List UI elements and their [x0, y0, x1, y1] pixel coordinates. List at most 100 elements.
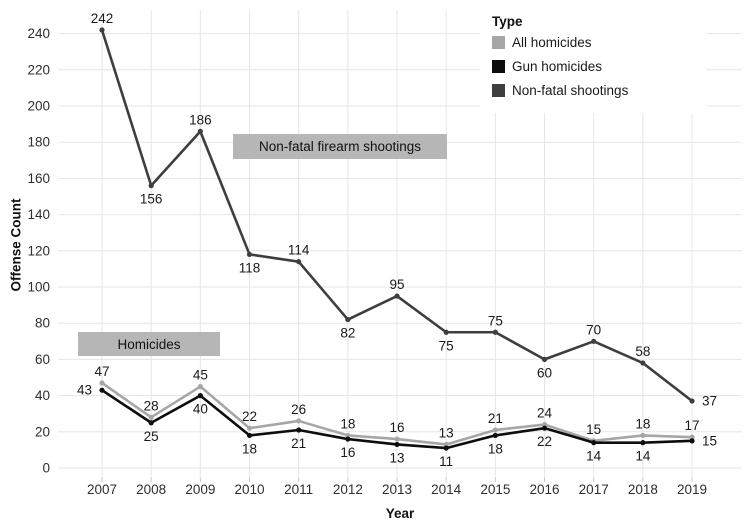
- y-tick-label: 120: [27, 243, 50, 258]
- data-label: 75: [439, 338, 454, 353]
- x-tick-label: 2007: [87, 482, 117, 497]
- data-point: [345, 316, 351, 323]
- data-point: [148, 420, 154, 426]
- legend-item-label: Non-fatal shootings: [512, 83, 629, 98]
- y-tick-label: 200: [27, 99, 50, 114]
- y-tick-label: 80: [35, 316, 50, 331]
- data-label: 47: [94, 364, 109, 379]
- data-point: [246, 251, 253, 258]
- data-point: [246, 432, 253, 439]
- legend: Type All homicides Gun homicides Non-fatal…: [480, 8, 706, 113]
- data-point: [394, 293, 400, 299]
- data-point: [541, 356, 548, 362]
- legend-item-non-fatal-shootings: Non-fatal shootings: [492, 83, 706, 98]
- data-label: 16: [340, 445, 355, 460]
- legend-item-gun-homicides: Gun homicides: [492, 59, 706, 74]
- legend-swatch-icon: [492, 60, 505, 73]
- data-point: [541, 425, 548, 431]
- y-tick-label: 160: [27, 171, 50, 186]
- data-label: 13: [439, 425, 454, 440]
- data-point: [689, 398, 695, 404]
- data-label: 114: [288, 243, 310, 258]
- data-label: 37: [702, 394, 717, 409]
- data-label: 18: [340, 416, 355, 431]
- data-point: [443, 445, 449, 451]
- data-label: 58: [635, 344, 650, 359]
- x-tick-label: 2014: [431, 482, 462, 497]
- annotation-homicides: Homicides: [78, 332, 220, 356]
- data-point: [99, 387, 105, 393]
- legend-item-label: All homicides: [512, 35, 592, 50]
- legend-swatch-icon: [492, 84, 505, 97]
- data-point: [394, 441, 400, 448]
- y-tick-label: 100: [27, 280, 50, 295]
- x-tick-label: 2012: [333, 482, 363, 497]
- data-point: [296, 418, 302, 424]
- x-tick-label: 2018: [628, 482, 658, 497]
- x-tick-label: 2009: [185, 482, 215, 497]
- data-label: 24: [537, 406, 553, 421]
- x-tick-label: 2010: [234, 482, 264, 497]
- data-point: [345, 432, 351, 439]
- data-label: 21: [488, 411, 503, 426]
- x-tick-label: 2011: [284, 482, 313, 497]
- data-point: [443, 441, 449, 448]
- y-tick-label: 220: [27, 62, 50, 77]
- data-label: 15: [586, 422, 601, 437]
- data-point: [640, 440, 646, 446]
- data-point: [591, 440, 597, 446]
- data-point: [492, 427, 498, 433]
- y-axis-title: Offense Count: [8, 198, 24, 292]
- data-point: [443, 329, 449, 335]
- data-point: [492, 329, 498, 335]
- data-point: [345, 436, 351, 442]
- x-axis-title: Year: [385, 506, 415, 521]
- data-label: 43: [77, 383, 92, 398]
- data-label: 22: [242, 409, 257, 424]
- y-tick-label: 140: [27, 207, 50, 222]
- y-tick-label: 40: [35, 388, 50, 403]
- x-tick-label: 2019: [677, 482, 707, 497]
- data-point: [492, 432, 498, 439]
- data-point: [394, 436, 400, 442]
- data-label: 11: [439, 454, 453, 469]
- data-label: 18: [635, 416, 650, 431]
- data-label: 13: [390, 450, 405, 465]
- x-tick-label: 2015: [480, 482, 510, 497]
- data-label: 118: [239, 260, 261, 275]
- data-label: 242: [91, 11, 114, 26]
- y-tick-label: 60: [35, 352, 50, 367]
- data-point: [197, 393, 203, 399]
- data-point: [296, 259, 302, 265]
- annotation-non-fatal-firearm-shootings: Non-fatal firearm shootings: [233, 134, 447, 159]
- data-label: 25: [144, 429, 159, 444]
- data-label: 75: [488, 313, 503, 328]
- data-point: [197, 128, 203, 134]
- data-label: 156: [140, 192, 163, 207]
- data-point: [197, 383, 203, 390]
- data-point: [541, 421, 548, 428]
- legend-item-all-homicides: All homicides: [492, 35, 706, 50]
- data-label: 21: [291, 436, 306, 451]
- y-tick-label: 240: [27, 26, 50, 41]
- data-label: 28: [144, 398, 159, 413]
- legend-title: Type: [492, 14, 523, 29]
- data-label: 17: [685, 418, 700, 433]
- legend-items: All homicides Gun homicides Non-fatal shoo…: [492, 35, 706, 98]
- x-tick-label: 2017: [579, 482, 609, 497]
- data-label: 82: [340, 326, 355, 341]
- data-label: 45: [193, 368, 208, 383]
- data-point: [148, 183, 154, 189]
- legend-swatch-icon: [492, 36, 505, 49]
- y-tick-label: 20: [35, 424, 50, 439]
- x-tick-label: 2016: [530, 482, 560, 497]
- y-tick-label: 180: [27, 135, 50, 150]
- data-label: 60: [537, 365, 552, 380]
- data-label: 16: [390, 420, 405, 435]
- x-tick-label: 2008: [136, 482, 166, 497]
- y-tick-label: 0: [42, 461, 50, 476]
- data-label: 18: [488, 441, 503, 456]
- x-tick-label: 2013: [382, 482, 412, 497]
